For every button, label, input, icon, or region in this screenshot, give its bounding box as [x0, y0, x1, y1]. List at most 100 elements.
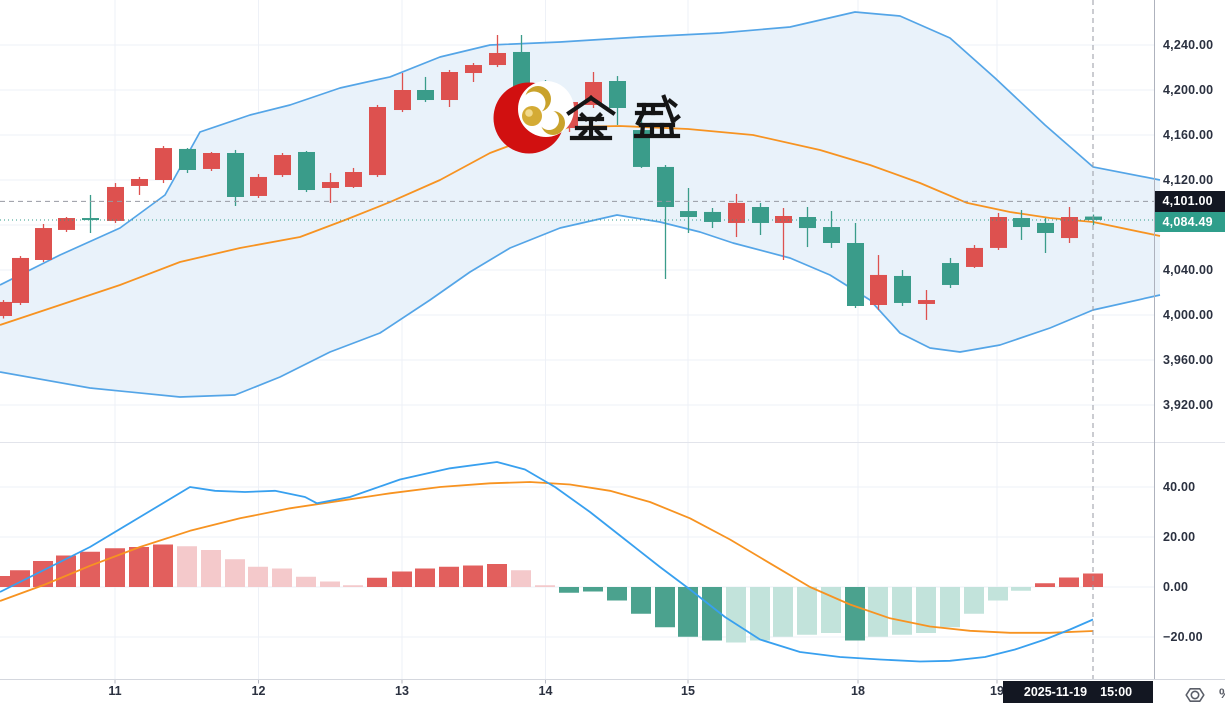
- watermark-glyph-sheng-stroke: [670, 114, 681, 124]
- candle-body: [1037, 222, 1054, 233]
- macd-histogram-bar: [1035, 583, 1055, 587]
- macd-histogram-bar: [535, 585, 555, 587]
- macd-histogram-bar: [797, 587, 817, 635]
- macd-histogram-bar: [129, 547, 149, 587]
- macd-histogram-bar: [487, 564, 507, 587]
- time-axis-label: 18: [851, 684, 865, 698]
- watermark-text: [566, 94, 681, 141]
- macd-histogram-bar: [750, 587, 770, 641]
- candle-body: [752, 207, 769, 223]
- candle-body: [298, 151, 315, 191]
- macd-histogram-bar: [655, 587, 675, 628]
- crosshair-date-text: 2025-11-19: [1023, 685, 1088, 699]
- candle-body: [1013, 218, 1030, 228]
- macd-dif-line: [0, 461, 1094, 663]
- macd-histogram-bar: [726, 587, 746, 643]
- macd-histogram-bar: [80, 551, 100, 587]
- candle-body: [131, 178, 148, 186]
- price-axis-label: 4,200.00: [1163, 83, 1214, 97]
- candle-body: [155, 148, 172, 180]
- candle-body: [799, 217, 816, 229]
- price-axis-label: 3,960.00: [1163, 353, 1214, 367]
- candle-body: [1061, 217, 1078, 239]
- price-axis-label: 4,040.00: [1163, 263, 1214, 277]
- crosshair-time-label: 2025-11-19 15:00: [1003, 681, 1153, 703]
- candle-body: [227, 153, 244, 197]
- candle-body: [394, 90, 411, 111]
- candle-body: [823, 227, 840, 243]
- macd-histogram-bar: [845, 587, 865, 641]
- candle-body: [0, 301, 12, 317]
- bollinger-lower-band: [0, 214, 1161, 398]
- candle-body: [966, 247, 983, 267]
- macd-histogram-bar: [678, 587, 698, 637]
- price-axis-label: 3,920.00: [1163, 398, 1214, 412]
- edge-partial-icon[interactable]: %: [1219, 685, 1225, 703]
- candle-body: [847, 243, 864, 306]
- macd-histogram-bar: [988, 587, 1008, 601]
- macd-histogram-bar: [272, 568, 292, 587]
- crosshair-time-text: 15:00: [1100, 685, 1133, 699]
- candle-body: [633, 130, 650, 167]
- macd-histogram-bar: [964, 587, 984, 614]
- macd-histogram-bar: [631, 587, 651, 614]
- macd-histogram-bar: [916, 587, 936, 633]
- bollinger-fill: [0, 12, 1160, 397]
- macd-histogram-bar: [367, 577, 387, 587]
- macd-axis-label: −20.00: [1163, 630, 1203, 644]
- candle-body: [465, 65, 482, 74]
- macd-histogram-bar: [511, 570, 531, 587]
- macd-histogram-bar: [559, 587, 579, 593]
- candle-body: [274, 155, 291, 176]
- macd-histogram-bar: [583, 587, 603, 592]
- watermark-glyph-jin-stroke: [594, 128, 604, 138]
- macd-histogram-bar: [892, 587, 912, 635]
- macd-axis-label: 0.00: [1163, 580, 1189, 594]
- candle-body: [609, 81, 626, 108]
- macd-histogram-bar: [415, 568, 435, 587]
- macd-histogram-bar: [439, 566, 459, 587]
- macd-histogram-bar: [868, 587, 888, 637]
- macd-histogram-bar: [248, 566, 268, 587]
- candle-body: [417, 90, 434, 101]
- gear-icon[interactable]: [1183, 683, 1207, 704]
- macd-axis-label: 20.00: [1163, 530, 1196, 544]
- candle-body: [107, 186, 124, 221]
- macd-histogram-bar: [392, 571, 412, 587]
- macd-histogram-bar: [773, 587, 793, 637]
- candle-body: [58, 218, 75, 230]
- macd-histogram-bar: [225, 559, 245, 587]
- candle-body: [369, 106, 386, 176]
- price-axis-label: 4,160.00: [1163, 128, 1214, 142]
- candle-body: [657, 166, 674, 207]
- candle-body: [345, 172, 362, 187]
- macd-axis-label: 40.00: [1163, 480, 1196, 494]
- candle-body: [513, 51, 530, 88]
- time-axis-label: 13: [395, 684, 409, 698]
- logo-gold-ball-highlight: [525, 109, 533, 117]
- candle-body: [489, 52, 506, 66]
- candle-body: [894, 275, 911, 303]
- logo-gold-leaf-cut: [539, 110, 559, 130]
- last-price-label: 4,084.49: [1154, 211, 1225, 232]
- time-axis-label: 14: [538, 684, 553, 698]
- gear-icon-circle: [1190, 690, 1200, 700]
- macd-histogram-bar: [940, 587, 960, 628]
- candle-body: [680, 211, 697, 218]
- macd-histogram-bar: [1059, 577, 1079, 587]
- price-axis-label: 4,120.00: [1163, 173, 1214, 187]
- macd-histogram-bar: [177, 546, 197, 587]
- candle-body: [942, 263, 959, 285]
- macd-histogram-bar: [296, 576, 316, 587]
- price-axis-label: 4,000.00: [1163, 308, 1214, 322]
- macd-histogram-bar: [702, 587, 722, 641]
- watermark-glyph-sheng-stroke: [668, 122, 675, 138]
- watermark-logo: [493, 81, 574, 154]
- macd-histogram-bar: [153, 544, 173, 587]
- watermark-glyph-jin-stroke: [578, 128, 588, 138]
- candle-body: [441, 72, 458, 101]
- candle-body: [918, 300, 935, 304]
- candle-body: [12, 257, 29, 303]
